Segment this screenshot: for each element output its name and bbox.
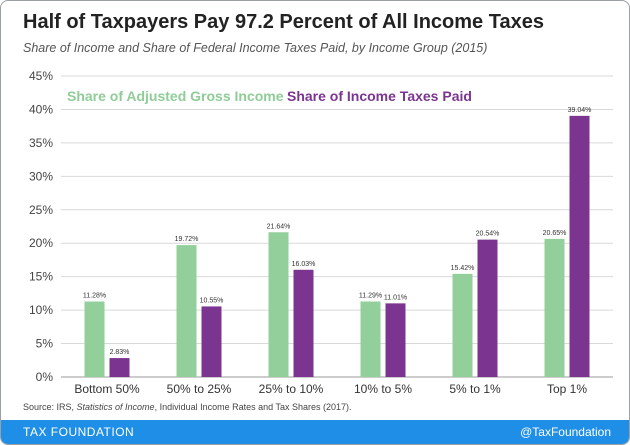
gridlines xyxy=(61,75,613,378)
bar-tax xyxy=(109,358,130,377)
source-note: Source: IRS, Statistics of Income, Indiv… xyxy=(23,402,352,412)
bar-chart: 0% 5% 10% 15% 20% 25% 30% 35% 40% 45% 11.28% 2.83%… xyxy=(29,69,613,396)
y-tick-label: 35% xyxy=(29,136,53,150)
footer-brand: TAX FOUNDATION xyxy=(23,425,135,439)
bar-tax xyxy=(201,306,222,377)
chart-title: Half of Taxpayers Pay 97.2 Percent of Al… xyxy=(23,11,544,33)
y-tick-label: 10% xyxy=(29,303,53,317)
bar-tax xyxy=(477,239,498,377)
data-label: 15.42% xyxy=(451,265,475,272)
chart-subtitle: Share of Income and Share of Federal Inc… xyxy=(23,41,488,55)
data-label: 20.65% xyxy=(543,230,567,237)
bar-agi xyxy=(84,301,105,377)
data-label: 16.03% xyxy=(292,261,316,268)
data-label: 20.54% xyxy=(476,231,500,238)
y-tick-label: 45% xyxy=(29,69,53,83)
bar-agi xyxy=(268,232,289,377)
bar-agi xyxy=(176,245,197,377)
y-tick-label: 25% xyxy=(29,203,53,217)
bar-agi xyxy=(452,273,473,377)
data-label: 10.55% xyxy=(200,297,224,304)
data-label: 2.83% xyxy=(110,349,130,356)
legend-agi: Share of Adjusted Gross Income xyxy=(67,88,284,104)
footer-bar: TAX FOUNDATION @TaxFoundation xyxy=(1,420,629,444)
data-label: 11.29% xyxy=(359,292,382,299)
x-tick-label: 25% to 10% xyxy=(259,382,324,396)
data-label: 11.28% xyxy=(83,293,106,300)
data-label: 39.04% xyxy=(568,107,592,114)
data-label: 11.01% xyxy=(384,294,407,301)
y-tick-label: 15% xyxy=(29,270,53,284)
y-axis-ticks: 0% 5% 10% 15% 20% 25% 30% 35% 40% 45% xyxy=(29,69,53,384)
source-suffix: , Individual Income Rates and Tax Shares… xyxy=(154,402,352,412)
x-tick-label: 10% to 5% xyxy=(354,382,412,396)
bar-tax xyxy=(569,115,590,377)
x-tick-label: 50% to 25% xyxy=(167,382,232,396)
x-tick-label: Top 1% xyxy=(547,382,587,396)
bars xyxy=(84,115,590,377)
y-tick-label: 20% xyxy=(29,236,53,250)
data-labels: 11.28% 2.83% 19.72% 10.55% 21.64% 16.03% 11.29… xyxy=(83,107,591,356)
bar-agi xyxy=(360,301,381,377)
bar-tax xyxy=(385,303,406,377)
y-tick-label: 40% xyxy=(29,102,53,116)
bar-tax xyxy=(293,269,314,377)
x-axis-ticks: Bottom 50% 50% to 25% 25% to 10% 10% to 5% 5… xyxy=(74,382,587,396)
source-prefix: Source: IRS, xyxy=(23,402,77,412)
data-label: 21.64% xyxy=(267,223,291,230)
x-tick-label: Bottom 50% xyxy=(74,382,140,396)
x-tick-label: 5% to 1% xyxy=(449,382,501,396)
source-publication: Statistics of Income xyxy=(76,402,155,412)
y-tick-label: 30% xyxy=(29,169,53,183)
bar-agi xyxy=(544,238,565,377)
data-label: 19.72% xyxy=(175,236,199,243)
y-tick-label: 5% xyxy=(36,337,54,351)
y-tick-label: 0% xyxy=(36,370,54,384)
footer-handle: @TaxFoundation xyxy=(520,425,611,439)
legend-tax: Share of Income Taxes Paid xyxy=(287,88,472,104)
